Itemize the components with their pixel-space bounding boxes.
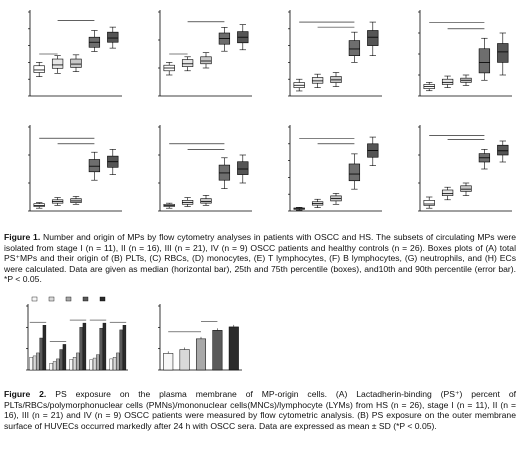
boxplot-panel-a xyxy=(28,10,122,97)
box-i xyxy=(181,59,194,67)
figure-1-caption-label: Figure 1. xyxy=(4,232,41,242)
box-ii xyxy=(200,56,212,65)
bar-pmn-iv xyxy=(82,322,87,371)
box-iii xyxy=(348,163,361,182)
bar-iii xyxy=(212,330,223,371)
boxplot-panel-b xyxy=(158,10,252,97)
box-iv xyxy=(497,43,509,63)
boxplot-panel-h xyxy=(418,125,512,212)
bar-pmn-iii xyxy=(79,327,83,371)
boxplot-panel-c xyxy=(288,10,382,97)
figure-1-boxplots xyxy=(28,10,512,212)
bar-panel-a xyxy=(26,296,128,371)
box-iv xyxy=(237,161,249,175)
bar-plt-i xyxy=(32,355,37,371)
box-iii xyxy=(348,40,361,56)
boxplot-panel-d xyxy=(418,10,512,97)
bar-plt-iii xyxy=(39,337,43,371)
box-hs xyxy=(33,65,45,73)
figure-2-caption-label: Figure 2. xyxy=(4,389,47,399)
bar-hs xyxy=(163,353,174,371)
bar-rbc-hs xyxy=(49,362,53,371)
bar-lym-hs xyxy=(109,358,113,371)
bar-mnc-ii xyxy=(96,354,100,371)
box-iv xyxy=(107,31,119,43)
bar-ii xyxy=(195,338,207,371)
bar-rbc-iii xyxy=(59,349,63,371)
figure-2-caption: Figure 2. PS exposure on the plasma memb… xyxy=(4,389,516,431)
bar-plt-ii xyxy=(36,352,40,371)
bar-rbc-iv xyxy=(62,344,67,371)
bar-lym-ii xyxy=(116,352,120,371)
box-ii xyxy=(200,198,212,204)
box-i xyxy=(51,58,64,69)
boxplot-panel-g xyxy=(288,125,382,212)
bar-mnc-hs xyxy=(89,359,93,371)
bar-pmn-ii xyxy=(76,352,80,371)
boxplot-panel-f xyxy=(158,125,252,212)
bar-mnc-iii xyxy=(99,328,103,371)
box-ii xyxy=(70,58,82,68)
figure-2-caption-text: PS exposure on the plasma membrane of MP… xyxy=(4,389,516,431)
box-iii xyxy=(88,159,101,173)
box-ii xyxy=(460,185,472,192)
legend-swatch-hs xyxy=(31,296,38,302)
box-iii xyxy=(478,48,491,74)
bar-lym-iv xyxy=(122,325,127,371)
figure-1-caption: Figure 1. Number and origin of MPs by fl… xyxy=(4,232,516,285)
bar-iv xyxy=(228,326,239,371)
bar-panel-b xyxy=(158,304,242,371)
bar-pmn-i xyxy=(72,357,77,371)
box-i xyxy=(311,77,324,84)
box-i xyxy=(441,78,454,85)
bar-rbc-i xyxy=(52,361,57,371)
bar-mnc-iv xyxy=(102,322,107,371)
bar-rbc-ii xyxy=(56,358,60,371)
figure-2-bar-charts xyxy=(26,296,242,371)
bar-plt-hs xyxy=(29,357,33,371)
box-hs xyxy=(423,200,435,206)
box-iv xyxy=(367,30,379,46)
bar-i xyxy=(179,349,190,371)
bar-plt-iv xyxy=(42,325,47,371)
boxplot-panel-e xyxy=(28,125,122,212)
box-iv xyxy=(497,144,509,156)
bar-lym-iii xyxy=(119,329,123,371)
bar-pmn-hs xyxy=(69,359,73,371)
legend-swatch-i xyxy=(48,296,55,302)
figure-1-caption-text: Number and origin of MPs by flow cytomet… xyxy=(4,232,516,285)
legend-swatch-ii xyxy=(65,296,72,302)
bar-lym-i xyxy=(112,357,117,371)
box-i xyxy=(441,189,454,196)
legend-swatch-iv xyxy=(99,296,106,302)
bar-mnc-i xyxy=(92,357,97,371)
legend-swatch-iii xyxy=(82,296,89,302)
